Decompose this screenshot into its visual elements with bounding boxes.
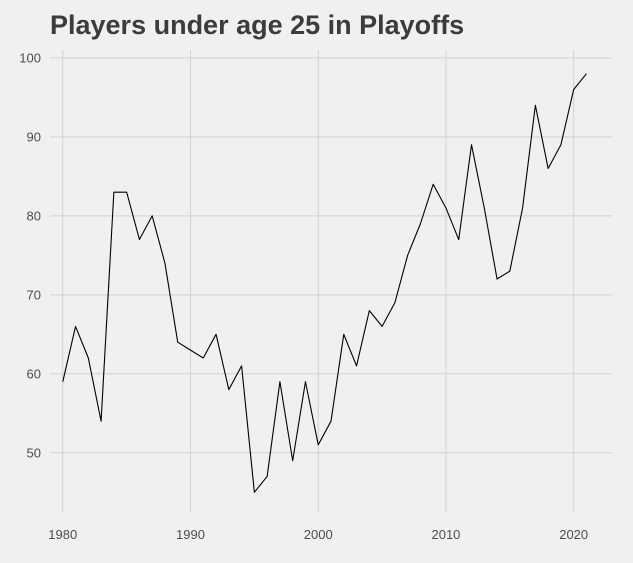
series-line-0 [62, 73, 587, 493]
y-tick-label-70: 70 [27, 287, 41, 302]
series-layer [62, 73, 587, 493]
x-tick-label-1990: 1990 [176, 527, 205, 542]
x-tick-label-2020: 2020 [559, 527, 588, 542]
chart-title: Players under age 25 in Playoffs [50, 10, 465, 40]
y-tick-label-50: 50 [27, 445, 41, 460]
x-tick-label-1980: 1980 [48, 527, 77, 542]
y-tick-label-60: 60 [27, 366, 41, 381]
axis-labels: 50 60 70 80 90 100 1980 1990 2000 2010 2020 [19, 50, 588, 542]
x-tick-label-2000: 2000 [304, 527, 333, 542]
y-tick-label-100: 100 [19, 50, 41, 65]
y-tick-label-90: 90 [27, 129, 41, 144]
grid-layer [50, 50, 612, 512]
x-tick-label-2010: 2010 [431, 527, 460, 542]
y-tick-label-80: 80 [27, 208, 41, 223]
